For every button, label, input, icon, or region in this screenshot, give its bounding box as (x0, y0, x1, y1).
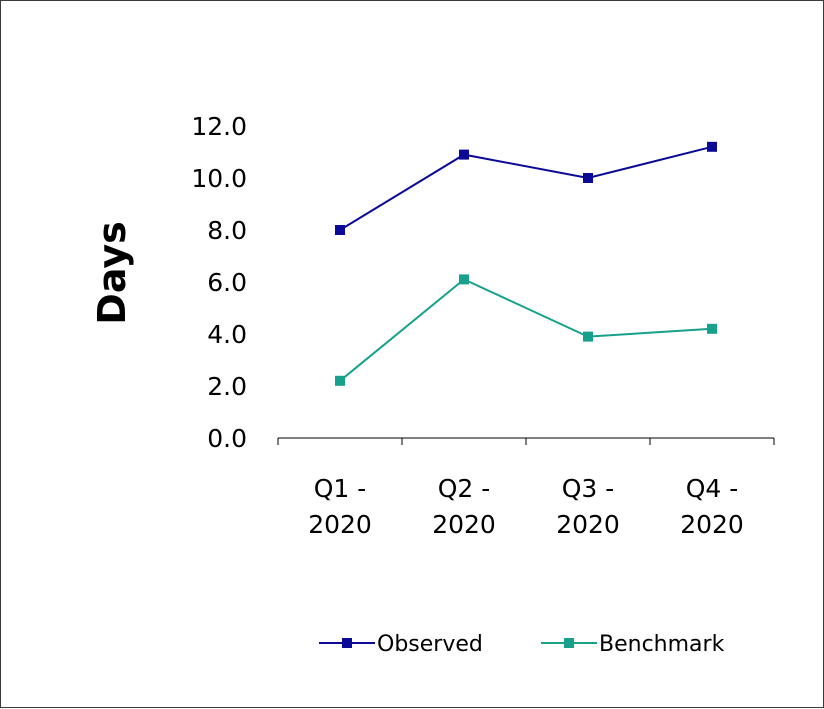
data-point-observed (459, 149, 469, 160)
legend-label-observed: Observed (377, 632, 483, 657)
data-point-benchmark (583, 331, 593, 342)
y-tick-label: 4.0 (207, 320, 247, 349)
data-point-benchmark (707, 323, 717, 334)
legend-marker-observed (342, 638, 352, 648)
data-point-benchmark (459, 274, 469, 285)
y-tick-label: 6.0 (207, 268, 247, 297)
series-group (335, 141, 717, 386)
data-point-observed (335, 225, 345, 235)
data-point-observed (707, 141, 717, 152)
x-tick-label-line: Q1 - (314, 474, 367, 503)
axes (277, 437, 775, 445)
y-tick-label: 0.0 (207, 424, 247, 453)
x-tick-label-line: 2020 (680, 510, 744, 539)
x-tick-label-line: Q4 - (686, 474, 739, 503)
x-tick-label: Q1 - 2020 (308, 474, 372, 539)
x-tick-label: Q4 - 2020 (680, 474, 744, 539)
y-tick-label: 2.0 (207, 372, 247, 401)
series-line-observed (339, 145, 713, 231)
x-tick-label: Q2 - 2020 (432, 474, 496, 539)
legend-label-benchmark: Benchmark (599, 632, 725, 657)
series-line-benchmark (339, 278, 713, 382)
legend-marker-benchmark (564, 638, 574, 648)
y-tick-label: 8.0 (207, 216, 247, 245)
x-tick-labels: Q1 - 2020 Q2 - 2020 Q3 - 2020 Q4 - 2020 (308, 474, 744, 539)
data-point-benchmark (335, 375, 345, 386)
y-tick-label: 12.0 (191, 112, 247, 141)
y-tick-labels: 0.0 2.0 4.0 6.0 8.0 10.0 12.0 (191, 112, 247, 453)
x-tick-label-line: Q2 - (438, 474, 491, 503)
x-tick-label-line: 2020 (556, 510, 620, 539)
y-axis-label: Days (90, 221, 134, 324)
x-tick-label-line: Q3 - (562, 474, 615, 503)
x-tick-label: Q3 - 2020 (556, 474, 620, 539)
x-tick-label-line: 2020 (308, 510, 372, 539)
legend: Observed Benchmark (319, 632, 725, 657)
data-point-observed (583, 173, 593, 183)
x-tick-label-line: 2020 (432, 510, 496, 539)
y-tick-label: 10.0 (191, 164, 247, 193)
